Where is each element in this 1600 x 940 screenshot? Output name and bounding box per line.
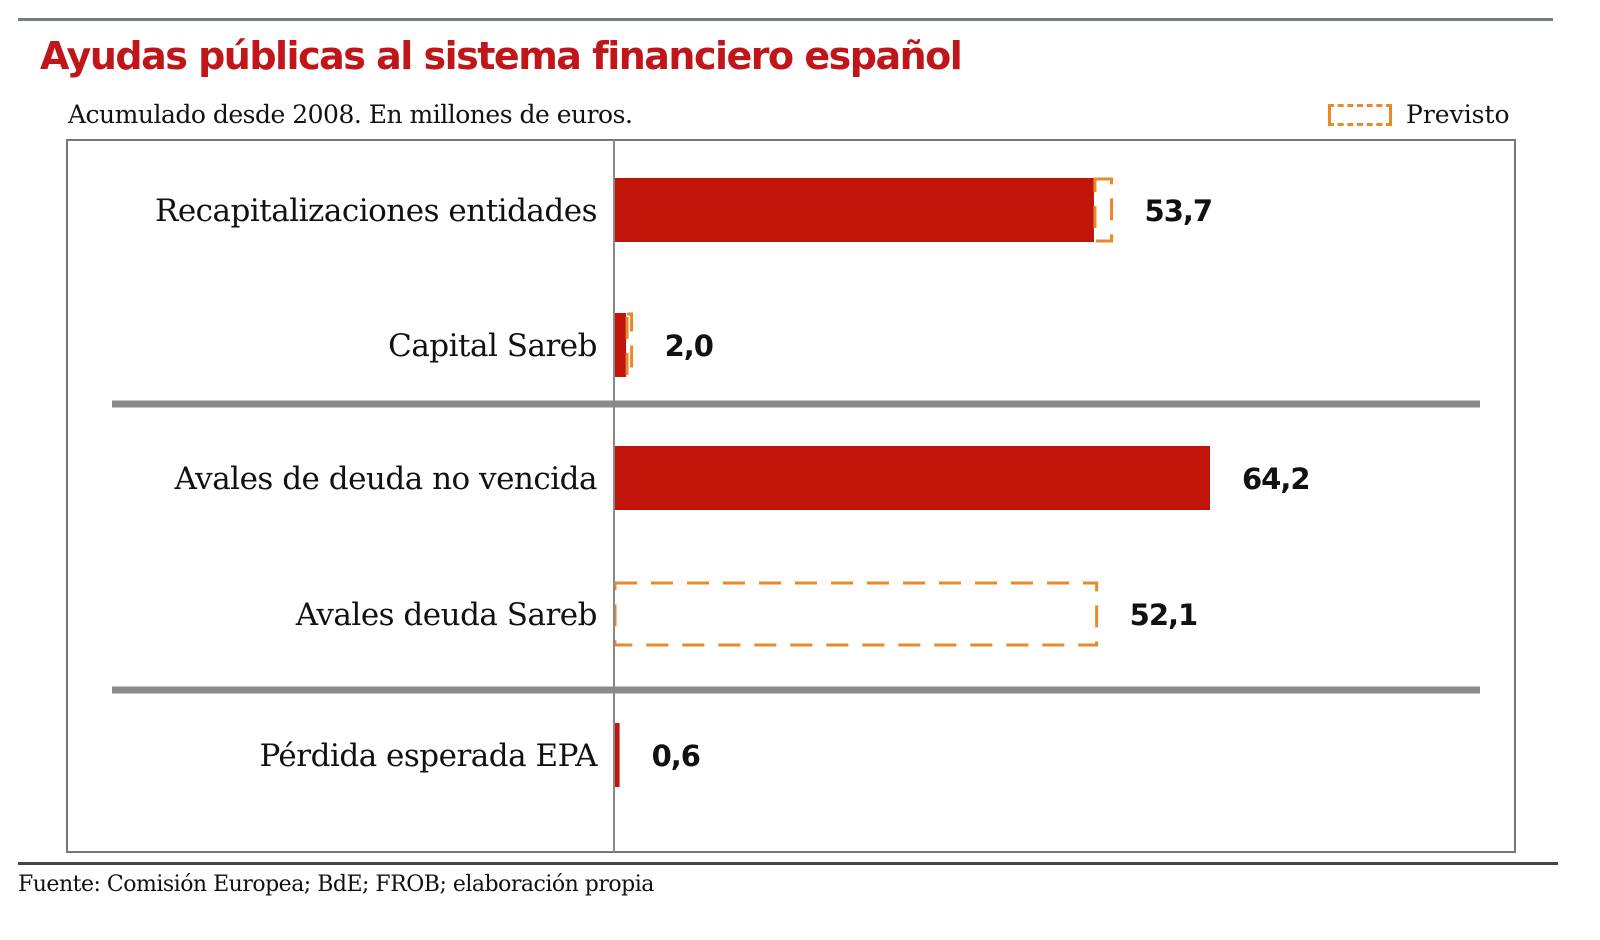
plot-frame [66, 139, 1516, 853]
value-label: 0,6 [652, 739, 700, 773]
category-label: Avales deuda Sareb [295, 597, 597, 633]
bar-actual [614, 723, 620, 787]
source-note: Fuente: Comisión Europea; BdE; FROB; ela… [18, 872, 654, 897]
bottom-rule [18, 862, 1558, 865]
bar-forecast [1093, 177, 1114, 243]
legend-label-previsto: Previsto [1406, 100, 1510, 129]
chart-subtitle: Acumulado desde 2008. En millones de eur… [68, 100, 633, 129]
category-label: Pérdida esperada EPA [259, 738, 598, 774]
legend-swatch-previsto [1328, 103, 1392, 126]
bar-actual [614, 446, 1210, 510]
category-label: Recapitalizaciones entidades [155, 193, 597, 229]
bar-forecast [613, 581, 1099, 647]
legend: Previsto [1328, 100, 1510, 129]
category-label: Avales de deuda no vencida [174, 461, 597, 497]
value-label: 2,0 [665, 329, 713, 363]
value-label: 53,7 [1145, 194, 1213, 228]
chart-title: Ayudas públicas al sistema financiero es… [40, 34, 963, 78]
category-label: Capital Sareb [388, 328, 597, 364]
value-label: 52,1 [1130, 598, 1198, 632]
bar-forecast [625, 312, 634, 378]
bar-actual [614, 178, 1094, 242]
bar-actual [614, 313, 627, 377]
top-rule [18, 18, 1553, 21]
value-label: 64,2 [1242, 462, 1310, 496]
